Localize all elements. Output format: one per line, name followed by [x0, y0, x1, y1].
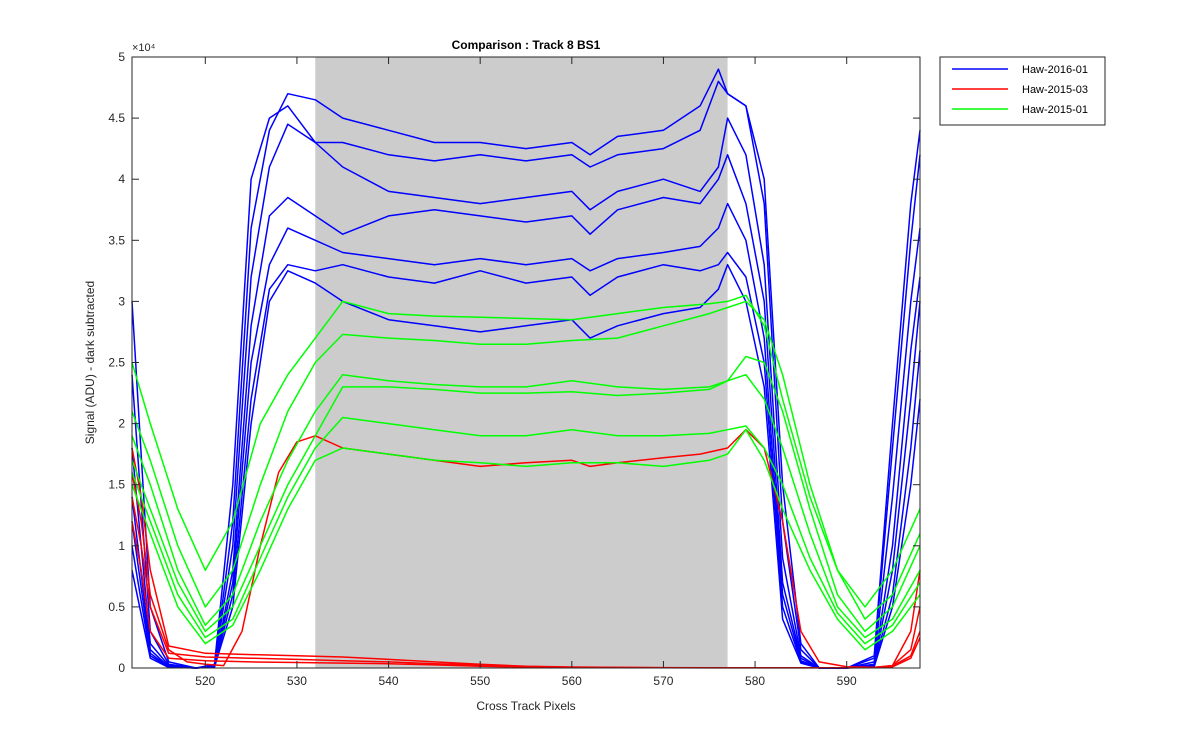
- chart-title: Comparison : Track 8 BS1: [452, 38, 601, 52]
- series-line-8: [131, 428, 921, 669]
- legend-label: Haw-2016-01: [1022, 64, 1088, 76]
- y-tick-label: 5: [118, 50, 125, 64]
- series-line-2: [131, 68, 921, 669]
- x-tick-label: 550: [470, 674, 490, 688]
- x-tick-label: 590: [837, 674, 857, 688]
- y-tick-label: 1: [118, 539, 125, 553]
- axis-ticks-layer: 520 530 540 550 560 570 580 590 0 0.5 1 1.5 2 2.5 3 3.5…: [108, 50, 920, 688]
- x-tick-label: 570: [653, 674, 673, 688]
- series-lines-layer: [131, 68, 921, 669]
- x-tick-label: 540: [379, 674, 399, 688]
- x-axis-label: Cross Track Pixels: [476, 699, 575, 713]
- y-tick-label: 3.5: [108, 233, 125, 247]
- shaded-region: [315, 57, 728, 668]
- y-tick-label: 2.5: [108, 356, 125, 370]
- legend: Haw-2016-01 Haw-2015-03 Haw-2015-01: [939, 56, 1106, 126]
- y-tick-label: 2: [118, 417, 125, 431]
- y-tick-label: 1.5: [108, 478, 125, 492]
- y-tick-label: 0.5: [108, 600, 125, 614]
- x-tick-label: 580: [745, 674, 765, 688]
- series-line-15: [131, 373, 921, 639]
- y-axis-exponent: ×10⁴: [132, 42, 156, 54]
- series-line-14: [131, 355, 921, 633]
- y-axis-label: Signal (ADU) - dark subtracted: [83, 281, 97, 444]
- x-tick-label: 560: [562, 674, 582, 688]
- y-tick-label: 0: [118, 661, 125, 675]
- y-tick-label: 4.5: [108, 111, 125, 125]
- y-tick-label: 4: [118, 172, 125, 186]
- series-line-16: [131, 416, 921, 645]
- series-line-13: [131, 300, 921, 620]
- series-line-12: [131, 294, 921, 608]
- x-tick-label: 530: [287, 674, 307, 688]
- legend-label: Haw-2015-03: [1022, 84, 1088, 96]
- legend-label: Haw-2015-01: [1022, 104, 1088, 116]
- x-tick-label: 520: [195, 674, 215, 688]
- series-line-17: [131, 428, 921, 651]
- y-tick-label: 3: [118, 294, 125, 308]
- shaded-region-layer: [315, 57, 728, 668]
